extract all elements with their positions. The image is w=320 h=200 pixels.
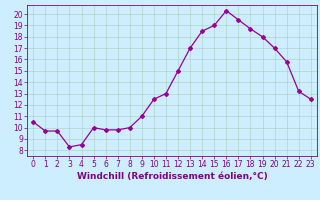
X-axis label: Windchill (Refroidissement éolien,°C): Windchill (Refroidissement éolien,°C) xyxy=(76,172,268,181)
